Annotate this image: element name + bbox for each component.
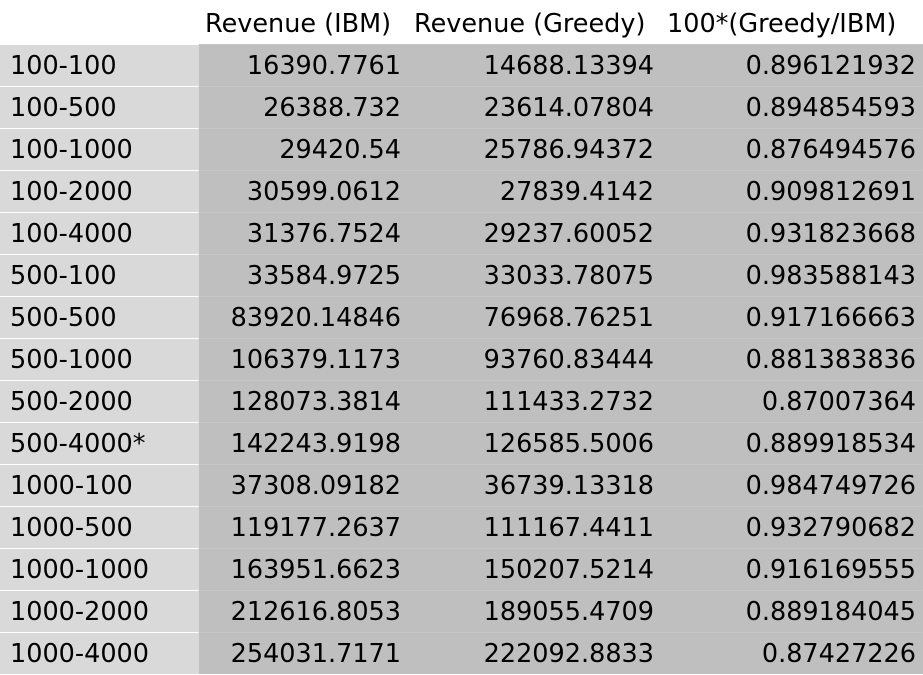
row-label-cell[interactable]: 500-1000: [0, 338, 199, 380]
row-label-cell[interactable]: 500-4000*: [0, 422, 199, 464]
revenue-greedy-cell[interactable]: 23614.07804: [408, 86, 661, 128]
row-label-cell[interactable]: 100-100: [0, 44, 199, 86]
ratio-cell[interactable]: 0.87427226: [661, 632, 923, 674]
row-label-cell[interactable]: 500-500: [0, 296, 199, 338]
ratio-cell[interactable]: 0.932790682: [661, 506, 923, 548]
row-label-cell[interactable]: 1000-100: [0, 464, 199, 506]
revenue-ibm-cell[interactable]: 26388.732: [199, 86, 408, 128]
revenue-ibm-cell[interactable]: 30599.0612: [199, 170, 408, 212]
revenue-greedy-cell[interactable]: 25786.94372: [408, 128, 661, 170]
ratio-cell[interactable]: 0.889184045: [661, 590, 923, 632]
header-ratio[interactable]: 100*(Greedy/IBM): [661, 0, 923, 44]
ratio-cell[interactable]: 0.876494576: [661, 128, 923, 170]
revenue-greedy-cell[interactable]: 33033.78075: [408, 254, 661, 296]
revenue-ibm-cell[interactable]: 163951.6623: [199, 548, 408, 590]
revenue-greedy-cell[interactable]: 14688.13394: [408, 44, 661, 86]
revenue-ibm-cell[interactable]: 16390.7761: [199, 44, 408, 86]
header-revenue-greedy[interactable]: Revenue (Greedy): [408, 0, 661, 44]
revenue-ibm-cell[interactable]: 31376.7524: [199, 212, 408, 254]
revenue-ibm-cell[interactable]: 254031.7171: [199, 632, 408, 674]
revenue-ibm-cell[interactable]: 128073.3814: [199, 380, 408, 422]
revenue-ibm-cell[interactable]: 83920.14846: [199, 296, 408, 338]
row-label-cell[interactable]: 100-500: [0, 86, 199, 128]
ratio-cell[interactable]: 0.889918534: [661, 422, 923, 464]
row-label-cell[interactable]: 500-2000: [0, 380, 199, 422]
ratio-cell[interactable]: 0.87007364: [661, 380, 923, 422]
ratio-cell[interactable]: 0.881383836: [661, 338, 923, 380]
revenue-greedy-cell[interactable]: 111433.2732: [408, 380, 661, 422]
revenue-greedy-cell[interactable]: 111167.4411: [408, 506, 661, 548]
ratio-cell[interactable]: 0.931823668: [661, 212, 923, 254]
revenue-greedy-cell[interactable]: 27839.4142: [408, 170, 661, 212]
ratio-cell[interactable]: 0.909812691: [661, 170, 923, 212]
ratio-cell[interactable]: 0.916169555: [661, 548, 923, 590]
revenue-ibm-cell[interactable]: 37308.09182: [199, 464, 408, 506]
revenue-ibm-cell[interactable]: 212616.8053: [199, 590, 408, 632]
revenue-greedy-cell[interactable]: 189055.4709: [408, 590, 661, 632]
corner-cell[interactable]: [0, 0, 199, 44]
row-label-cell[interactable]: 1000-2000: [0, 590, 199, 632]
ratio-cell[interactable]: 0.917166663: [661, 296, 923, 338]
revenue-ibm-cell[interactable]: 106379.1173: [199, 338, 408, 380]
revenue-greedy-cell[interactable]: 76968.76251: [408, 296, 661, 338]
row-label-cell[interactable]: 100-4000: [0, 212, 199, 254]
revenue-greedy-cell[interactable]: 222092.8833: [408, 632, 661, 674]
revenue-ibm-cell[interactable]: 29420.54: [199, 128, 408, 170]
revenue-greedy-cell[interactable]: 93760.83444: [408, 338, 661, 380]
revenue-greedy-cell[interactable]: 150207.5214: [408, 548, 661, 590]
ratio-cell[interactable]: 0.983588143: [661, 254, 923, 296]
revenue-ibm-cell[interactable]: 119177.2637: [199, 506, 408, 548]
row-label-cell[interactable]: 1000-4000: [0, 632, 199, 674]
row-label-cell[interactable]: 500-100: [0, 254, 199, 296]
row-label-cell[interactable]: 100-1000: [0, 128, 199, 170]
row-label-cell[interactable]: 100-2000: [0, 170, 199, 212]
revenue-greedy-cell[interactable]: 126585.5006: [408, 422, 661, 464]
ratio-cell[interactable]: 0.894854593: [661, 86, 923, 128]
row-label-cell[interactable]: 1000-1000: [0, 548, 199, 590]
header-revenue-ibm[interactable]: Revenue (IBM): [199, 0, 408, 44]
revenue-ibm-cell[interactable]: 142243.9198: [199, 422, 408, 464]
ratio-cell[interactable]: 0.984749726: [661, 464, 923, 506]
revenue-ibm-cell[interactable]: 33584.9725: [199, 254, 408, 296]
row-label-cell[interactable]: 1000-500: [0, 506, 199, 548]
revenue-greedy-cell[interactable]: 36739.13318: [408, 464, 661, 506]
ratio-cell[interactable]: 0.896121932: [661, 44, 923, 86]
revenue-greedy-cell[interactable]: 29237.60052: [408, 212, 661, 254]
